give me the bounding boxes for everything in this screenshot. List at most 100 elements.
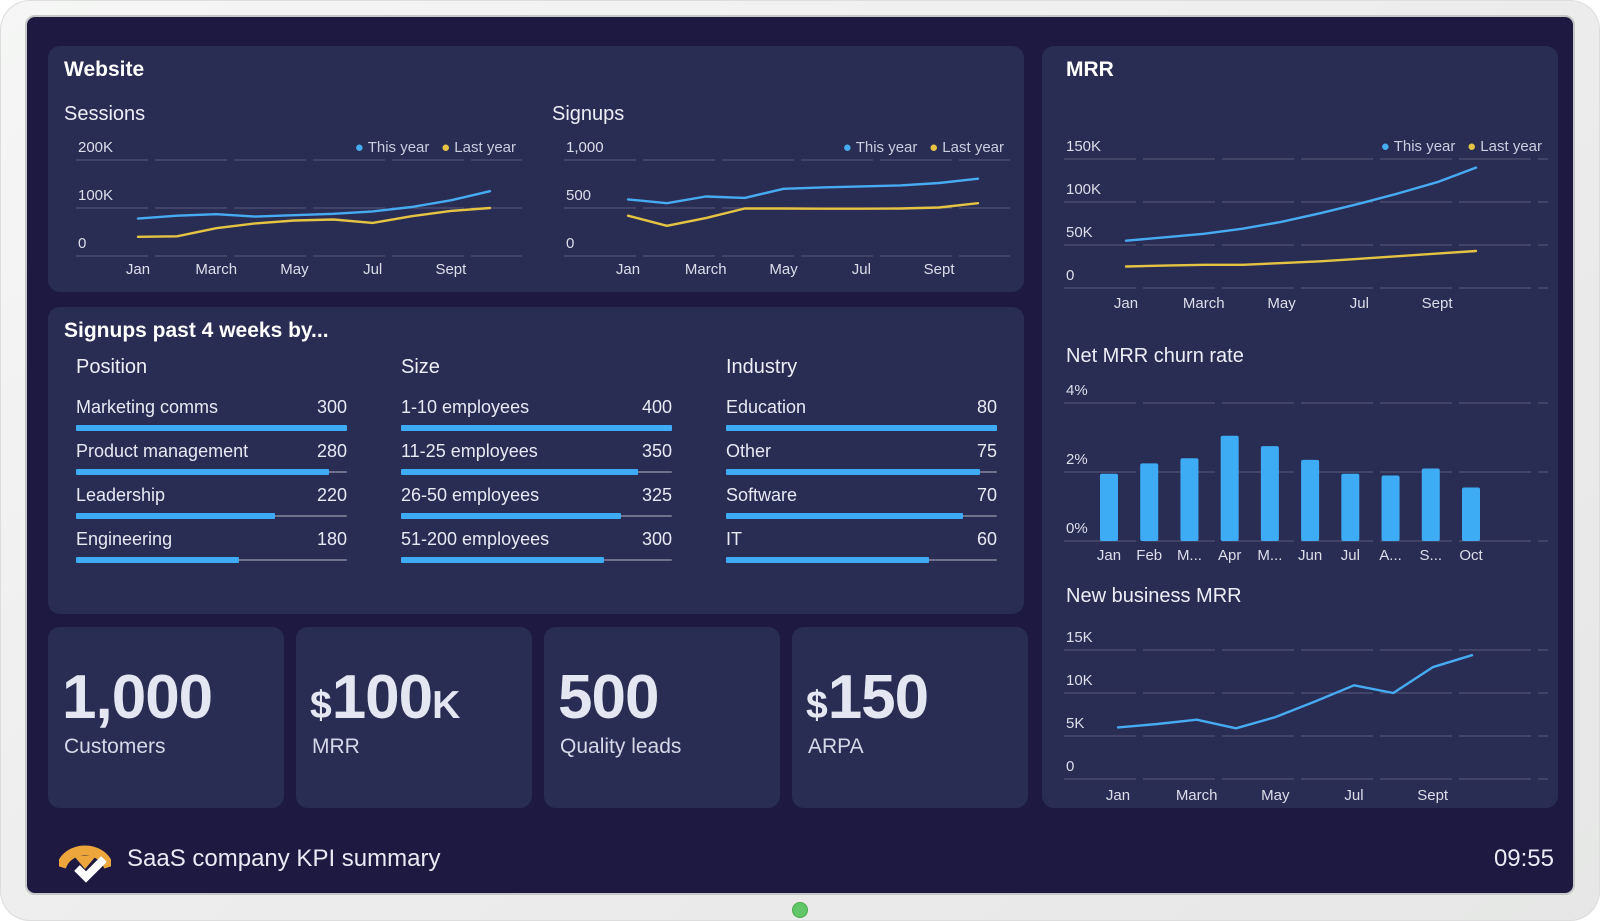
svg-text:May: May	[280, 261, 309, 278]
svg-text:15K: 15K	[1066, 629, 1093, 646]
list-item-label: Engineering	[76, 529, 173, 549]
list-item-value: 75	[976, 441, 997, 461]
svg-text:0: 0	[78, 235, 86, 252]
svg-text:Sept: Sept	[1422, 295, 1454, 312]
svg-text:Jan: Jan	[1114, 295, 1138, 312]
list-item-bar-track	[401, 513, 672, 519]
svg-text:50K: 50K	[1066, 224, 1093, 241]
list-item-bar	[726, 469, 981, 475]
sessions-chart: 200K 100K 0 Jan March May Jul Sept ● This year ●…	[64, 132, 522, 286]
list-item-value: 220	[316, 485, 347, 505]
list-item-label: Other	[726, 441, 772, 461]
quality-leads-label: Quality leads	[560, 735, 682, 758]
new-business-mrr-title: New business MRR	[1066, 585, 1242, 607]
signups-breakdown-panel: Signups past 4 weeks by... Position Mark…	[48, 307, 1024, 614]
svg-text:500: 500	[566, 187, 591, 204]
website-panel: Website Sessions 200K 100K 0 Jan March May Jul…	[48, 46, 1024, 292]
svg-text:Jul: Jul	[363, 261, 382, 278]
list-item-bar	[76, 469, 329, 475]
svg-text:Jun: Jun	[1298, 547, 1322, 564]
list-item-bar	[76, 513, 275, 519]
list-item-label: Education	[726, 397, 807, 417]
website-panel-title: Website	[64, 58, 145, 81]
list-item-bar	[401, 469, 639, 475]
industry-column-title: Industry	[726, 356, 798, 378]
list-item-label: Leadership	[76, 485, 166, 505]
list-item: IT 60	[726, 529, 997, 563]
list-item: 1-10 employees 400	[401, 397, 672, 431]
sessions-chart-title: Sessions	[64, 103, 146, 125]
svg-text:100K: 100K	[1066, 181, 1101, 198]
list-item-label: Product management	[76, 441, 249, 461]
svg-text:March: March	[195, 261, 237, 278]
svg-text:10K: 10K	[1066, 672, 1093, 689]
list-item-value: 60	[976, 529, 997, 549]
svg-text:● This year ● Last year: ● This year ● Last year	[1381, 138, 1542, 155]
list-item-value: 400	[641, 397, 672, 417]
svg-text:Sept: Sept	[1417, 787, 1449, 804]
list-item-label: 11-25 employees	[401, 441, 538, 461]
list-item-bar-track	[76, 513, 347, 519]
industry-list: Education 80 Other 75 Software 70 IT 60	[726, 397, 997, 563]
svg-text:Jul: Jul	[1341, 547, 1360, 564]
svg-text:4%: 4%	[1066, 382, 1088, 399]
svg-text:S...: S...	[1420, 547, 1443, 564]
svg-text:200K: 200K	[78, 139, 113, 156]
svg-text:March: March	[1176, 787, 1218, 804]
arpa-label: ARPA	[808, 735, 864, 758]
svg-text:0: 0	[566, 235, 574, 252]
svg-text:100K: 100K	[78, 187, 113, 204]
svg-text:Oct: Oct	[1459, 547, 1483, 564]
signups-chart-block: Signups 1,000 500 0 Jan March May Jul Sept ● Thi…	[552, 102, 1010, 286]
industry-column: Industry Education 80 Other 75 Software 70 IT 6…	[726, 355, 997, 573]
list-item-label: Software	[726, 485, 798, 505]
list-item-label: IT	[726, 529, 742, 549]
list-item-bar-track	[726, 469, 997, 475]
list-item-value: 80	[976, 397, 997, 417]
svg-text:A...: A...	[1379, 547, 1402, 564]
net-mrr-churn-rate-chart: 4% 2% 0% Jan Feb M... Apr M... Jun Jul A... S... Oct	[1052, 376, 1548, 568]
sessions-chart-block: Sessions 200K 100K 0 Jan March May Jul Sept ● Th…	[64, 102, 522, 286]
list-item-bar-track	[401, 425, 672, 431]
quality-leads-value: 500	[558, 663, 659, 732]
svg-text:M...: M...	[1257, 547, 1282, 564]
list-item-bar	[401, 557, 605, 563]
svg-text:March: March	[1183, 295, 1225, 312]
svg-text:Jan: Jan	[126, 261, 150, 278]
svg-text:Sept: Sept	[435, 261, 467, 278]
list-item-bar-track	[76, 425, 347, 431]
svg-text:May: May	[1261, 787, 1290, 804]
list-item-label: Marketing comms	[76, 397, 219, 417]
svg-text:M...: M...	[1177, 547, 1202, 564]
list-item-bar	[726, 557, 930, 563]
svg-text:Feb: Feb	[1136, 547, 1162, 564]
list-item: Marketing comms 300	[76, 397, 347, 431]
list-item: 11-25 employees 350	[401, 441, 672, 475]
svg-text:Jul: Jul	[1344, 787, 1363, 804]
list-item: Software 70	[726, 485, 997, 519]
position-column-title: Position	[76, 356, 148, 378]
list-item-value: 70	[976, 485, 997, 505]
svg-text:● This year ● Last year: ● This year ● Last year	[843, 139, 1004, 156]
signups-breakdown-title: Signups past 4 weeks by...	[64, 319, 329, 342]
svg-text:May: May	[1267, 295, 1296, 312]
signups-chart-title: Signups	[552, 103, 625, 125]
list-item: 26-50 employees 325	[401, 485, 672, 519]
kpi-card-arpa: $150 ARPA	[792, 627, 1028, 808]
svg-text:● This year ● Last year: ● This year ● Last year	[355, 139, 516, 156]
kpi-card-customers: 1,000 Customers	[48, 627, 284, 808]
mrr-chart: 150K 100K 50K 0 Jan March May Jul Sept ● This yea…	[1052, 130, 1548, 314]
svg-text:5K: 5K	[1066, 715, 1084, 732]
list-item-label: 51-200 employees	[401, 529, 550, 549]
list-item: Other 75	[726, 441, 997, 475]
list-item-bar-track	[726, 425, 997, 431]
svg-text:March: March	[685, 261, 727, 278]
mrr-label: MRR	[312, 735, 360, 758]
arpa-value: $150	[806, 663, 929, 732]
new-business-mrr-chart: 15K 10K 5K 0 Jan March May Jul Sept	[1052, 622, 1548, 807]
list-item-value: 280	[316, 441, 347, 461]
list-item-label: 26-50 employees	[401, 485, 540, 505]
clock: 09:55	[1493, 845, 1554, 872]
list-item-bar-track	[726, 513, 997, 519]
customers-value: 1,000	[62, 663, 213, 732]
